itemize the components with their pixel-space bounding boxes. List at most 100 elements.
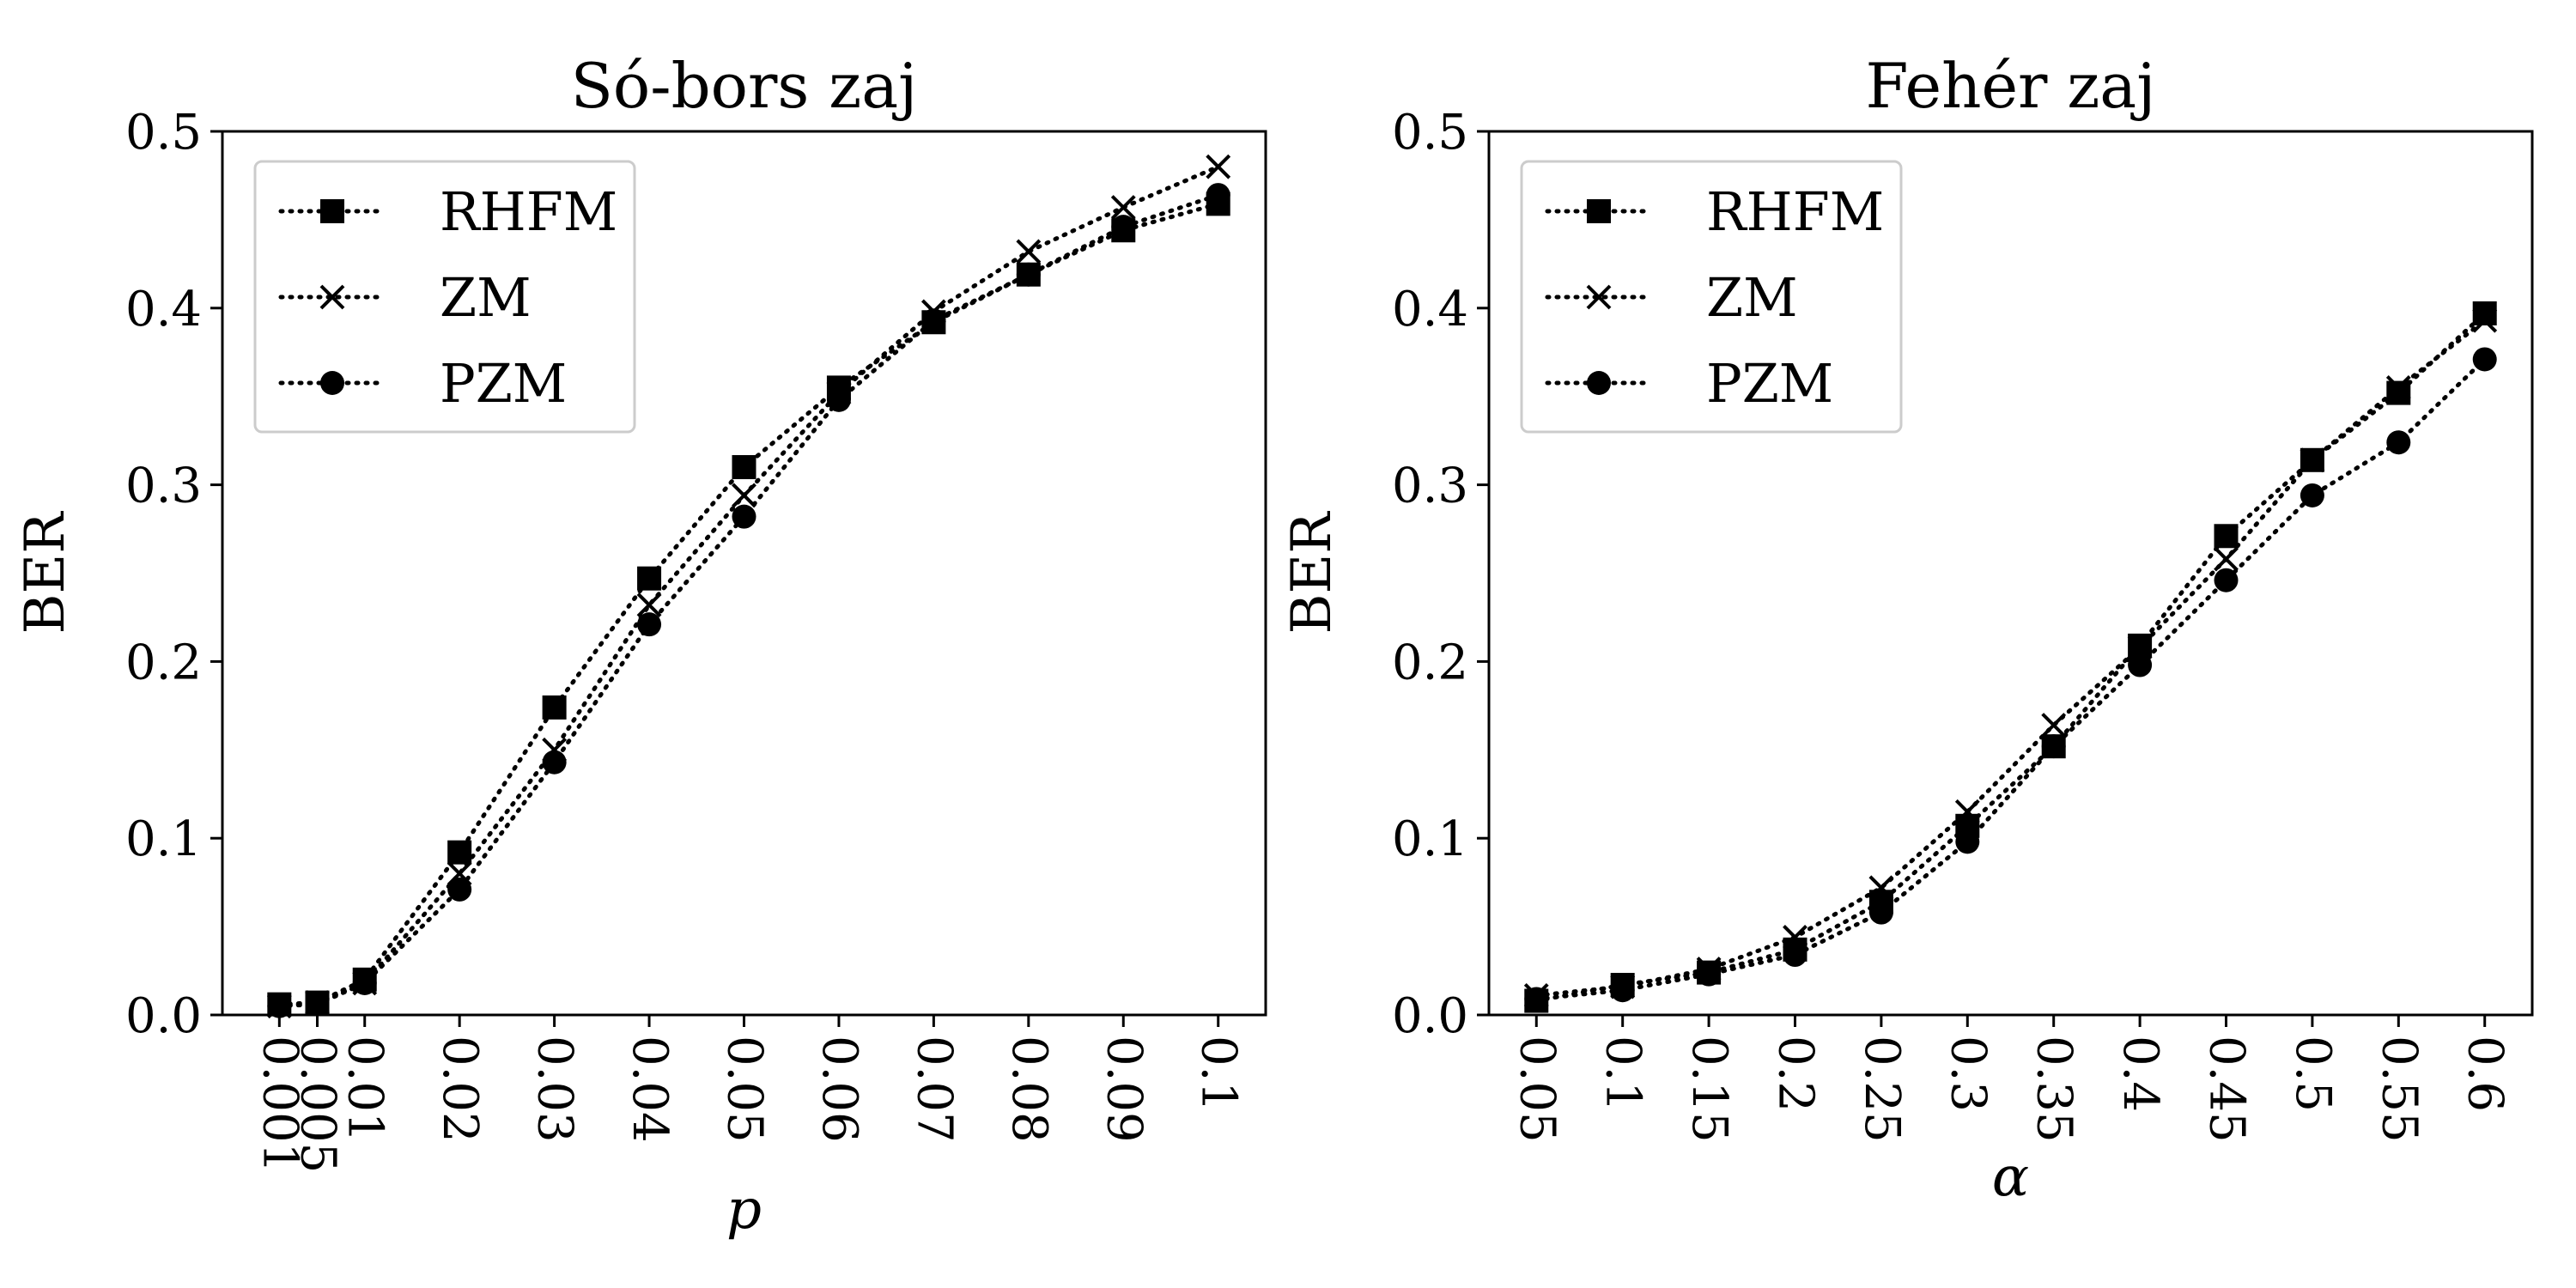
legend-marker [319, 284, 345, 310]
x-tick-label: 0.03 [527, 1036, 583, 1143]
legend-marker [1587, 199, 1611, 223]
data-point-pzm [1868, 900, 1893, 925]
series-line-pzm [1534, 356, 2488, 1001]
legend: RHFM ZM PZM [253, 160, 636, 434]
data-point-pzm [267, 993, 292, 1018]
data-point-zm [636, 592, 662, 617]
data-point-pzm [447, 877, 472, 902]
data-point-zm [2041, 713, 2067, 738]
x-tick-label: 0.35 [2026, 1036, 2082, 1143]
x-tick-label: 0.1 [1595, 1036, 1651, 1112]
data-point-pzm [305, 992, 330, 1017]
x-tick-label: 0.06 [811, 1036, 867, 1143]
x-tick-label: 0.05 [717, 1036, 773, 1143]
series-line-zm [276, 164, 1221, 1009]
legend-marker [320, 199, 344, 223]
x-tick-label: 0.09 [1096, 1036, 1151, 1143]
chart-panel-2: Fehér zaj 0.0 0.1 0.2 0.3 0.4 0.5 BER 0.05 0.1 0.1… [1280, 50, 2534, 1209]
x-axis-label: p [726, 1178, 762, 1242]
x-tick-label: 0.005 [290, 1036, 346, 1173]
chart-panel-1: Só-bors zaj0.00.10.20.30.40.5BER0.0010.0… [14, 50, 1267, 1242]
legend-label: PZM [440, 352, 567, 415]
y-axis-label: BER [1280, 511, 1344, 635]
data-point-zm [2127, 635, 2153, 660]
y-tick-label: 0.2 [1392, 635, 1468, 690]
y-tick-label: 0.0 [1392, 988, 1468, 1044]
data-point-pzm [1697, 962, 1722, 987]
x-tick-label: 0.001 [252, 1036, 307, 1173]
data-point-rhfm [732, 455, 756, 480]
x-tick-label: 0.02 [432, 1036, 488, 1143]
x-tick-label: 0.07 [906, 1036, 962, 1143]
data-point-pzm [1610, 978, 1635, 1003]
legend-item-pzm: PZM [278, 352, 567, 415]
x-tick-label: 0.55 [2371, 1036, 2427, 1143]
x-tick-label: 0.45 [2199, 1036, 2255, 1143]
legend-item-zm: ZM [1545, 266, 1798, 329]
x-tick-label: 0.6 [2458, 1036, 2513, 1112]
data-point-pzm [826, 387, 851, 412]
series-pzm [267, 183, 1230, 1018]
data-point-zm [2472, 307, 2498, 333]
data-point-pzm [2472, 347, 2497, 372]
y-tick-label: 0.0 [125, 988, 202, 1044]
data-point-zm [1110, 195, 1136, 220]
legend-marker [1586, 284, 1612, 310]
legend-box [253, 160, 636, 434]
data-point-pzm [2300, 483, 2324, 507]
data-point-zm [1954, 799, 1980, 824]
data-point-zm [1206, 154, 1231, 179]
chart-title: Fehér zaj [1865, 50, 2155, 122]
data-point-pzm [2214, 568, 2239, 592]
x-tick-label: 0.04 [622, 1036, 677, 1143]
series-pzm [1524, 347, 2497, 1012]
y-tick-label: 0.2 [125, 635, 202, 690]
x-tick-label: 0.08 [1001, 1036, 1057, 1143]
y-tick-label: 0.5 [125, 105, 202, 161]
x-axis-label: α [1992, 1145, 2029, 1209]
legend-item-rhfm: RHFM [1545, 180, 1884, 243]
y-tick-label: 0.4 [1392, 282, 1468, 337]
legend-item-pzm: PZM [1545, 352, 1833, 415]
data-point-pzm [1111, 215, 1136, 240]
plot-frame [1487, 130, 2534, 1017]
x-tick-label: 0.2 [1767, 1036, 1823, 1112]
y-tick-label: 0.1 [1392, 811, 1468, 867]
data-point-rhfm [542, 695, 567, 720]
x-tick-label: 0.3 [1940, 1036, 1996, 1112]
data-point-zm [1783, 925, 1807, 950]
data-point-pzm [542, 750, 567, 775]
x-tick-label: 0.25 [1854, 1036, 1910, 1143]
data-point-pzm [2386, 430, 2411, 455]
legend-label: ZM [1706, 266, 1798, 329]
series-line-zm [1534, 318, 2488, 998]
legend-label: RHFM [1706, 180, 1884, 243]
legend-item-rhfm: RHFM [278, 180, 617, 243]
data-point-zm [2385, 374, 2411, 400]
data-point-pzm [2128, 653, 2153, 677]
data-point-rhfm [637, 566, 662, 591]
chart-title: Só-bors zaj [571, 50, 918, 122]
data-point-zm [1868, 875, 1894, 901]
legend-marker [1587, 371, 1611, 395]
y-tick-label: 0.3 [125, 459, 202, 514]
data-point-rhfm [447, 840, 472, 865]
data-point-rhfm [2214, 524, 2239, 549]
data-point-pzm [1016, 262, 1041, 287]
series-line-pzm [276, 192, 1221, 1009]
y-axis-label: BER [14, 511, 77, 635]
data-point-pzm [352, 970, 377, 995]
data-point-pzm [1524, 987, 1549, 1012]
data-point-pzm [2041, 734, 2066, 759]
data-point-zm [2214, 546, 2239, 572]
legend-label: ZM [440, 266, 532, 329]
data-point-pzm [921, 308, 946, 333]
data-point-zm [732, 483, 756, 508]
data-point-zm [1016, 239, 1042, 264]
data-point-pzm [1783, 943, 1807, 968]
x-tick-label: 0.5 [2285, 1036, 2341, 1112]
x-tick-label: 0.1 [1191, 1036, 1247, 1112]
y-tick-label: 0.4 [125, 282, 202, 337]
legend-box [1520, 160, 1903, 434]
